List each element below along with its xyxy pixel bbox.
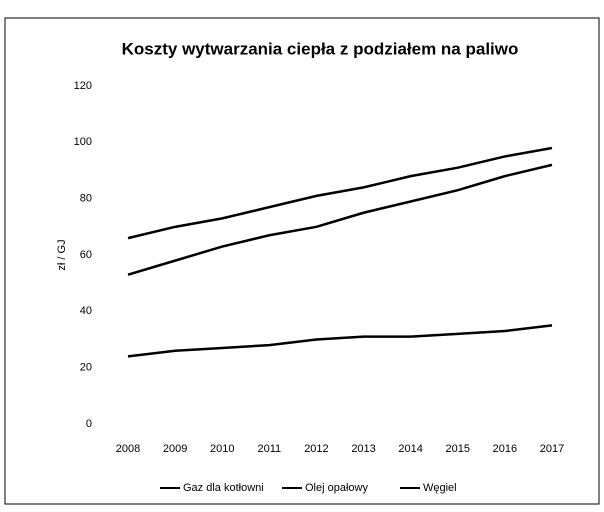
- series-line: [127, 324, 553, 358]
- y-tick-label: 120: [74, 80, 92, 92]
- legend-label: Węgiel: [423, 482, 457, 494]
- x-tick-label: 2013: [351, 443, 375, 455]
- series-line: [127, 146, 553, 240]
- y-tick-label: 60: [80, 249, 92, 261]
- legend-label: Olej opałowy: [305, 482, 368, 494]
- y-tick-label: 80: [80, 193, 92, 205]
- y-tick-label: 0: [86, 418, 92, 430]
- x-tick-label: 2008: [116, 443, 140, 455]
- x-tick-label: 2014: [398, 443, 422, 455]
- series-line: [127, 163, 553, 276]
- x-tick-label: 2011: [258, 443, 282, 455]
- x-tick-label: 2015: [446, 443, 470, 455]
- y-axis-label: zł / GJ: [56, 239, 68, 270]
- x-tick-label: 2010: [210, 443, 234, 455]
- y-tick-label: 100: [74, 136, 92, 148]
- x-tick-label: 2017: [540, 443, 564, 455]
- x-tick-label: 2016: [493, 443, 517, 455]
- chart-frame: [4, 17, 600, 505]
- chart-title: Koszty wytwarzania ciepła z podziałem na…: [122, 39, 519, 58]
- legend-label: Gaz dla kotłowni: [183, 482, 264, 494]
- x-tick-label: 2012: [304, 443, 328, 455]
- y-tick-label: 40: [80, 305, 92, 317]
- x-tick-label: 2009: [163, 443, 187, 455]
- y-tick-label: 20: [80, 362, 92, 374]
